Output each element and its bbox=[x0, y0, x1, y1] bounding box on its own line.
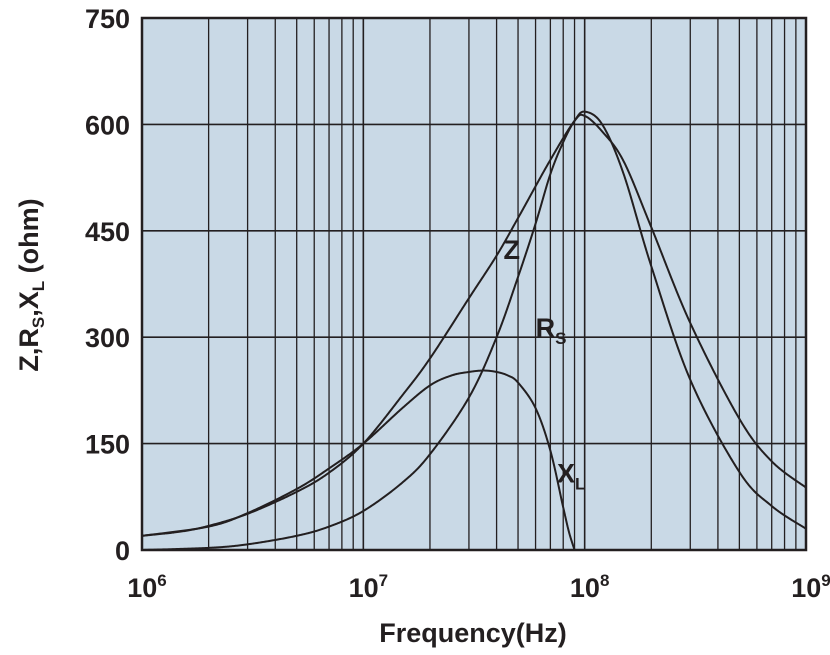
series-point bbox=[805, 487, 807, 489]
series-point bbox=[496, 336, 498, 338]
series-point bbox=[451, 375, 453, 377]
y-tick-label: 600 bbox=[85, 110, 130, 140]
x-tick-label: 107 bbox=[349, 571, 389, 603]
series-point bbox=[496, 255, 498, 257]
series-point bbox=[739, 418, 741, 420]
y-tick-label: 0 bbox=[115, 536, 130, 566]
x-tick-label: 108 bbox=[570, 571, 610, 603]
x-tick-label: 109 bbox=[791, 571, 830, 603]
series-point bbox=[562, 141, 564, 143]
series-point bbox=[402, 395, 404, 397]
series-point bbox=[468, 397, 470, 399]
series-point bbox=[623, 160, 625, 162]
plot-frame bbox=[140, 16, 808, 552]
series-point bbox=[623, 173, 625, 175]
series-point bbox=[517, 217, 519, 219]
series-line-rs bbox=[141, 110, 807, 551]
y-tick-labels: 0 150 300 450 600 750 bbox=[85, 4, 130, 566]
series-point bbox=[601, 124, 603, 126]
series-point bbox=[550, 159, 552, 161]
series-point bbox=[535, 223, 537, 225]
y-axis-title-unit: (ohm) bbox=[14, 198, 44, 280]
plot-background bbox=[142, 18, 806, 550]
series-point bbox=[507, 375, 509, 377]
series-point bbox=[562, 507, 564, 509]
series-point bbox=[328, 472, 330, 474]
series-point bbox=[402, 407, 404, 409]
series-point bbox=[429, 358, 431, 360]
x-tick-label: 106 bbox=[127, 571, 167, 603]
series-point bbox=[141, 535, 143, 537]
series-point bbox=[574, 120, 576, 122]
series-point bbox=[584, 115, 586, 117]
series-point bbox=[247, 544, 249, 546]
series-point bbox=[402, 482, 404, 484]
series-point bbox=[650, 265, 652, 267]
series-point bbox=[535, 407, 537, 409]
series-point bbox=[496, 371, 498, 373]
y-tick-label: 300 bbox=[85, 323, 130, 353]
series-point bbox=[328, 526, 330, 528]
series-point bbox=[208, 547, 210, 549]
series-layer bbox=[141, 110, 807, 551]
series-point bbox=[550, 173, 552, 175]
series-point bbox=[468, 297, 470, 299]
y-axis-title: Z,RS,XL (ohm) bbox=[14, 198, 48, 371]
series-point bbox=[363, 510, 365, 512]
series-point bbox=[689, 322, 691, 324]
series-point bbox=[141, 549, 143, 551]
curve-label: XL bbox=[557, 459, 585, 494]
y-tick-label: 750 bbox=[85, 4, 130, 34]
series-point bbox=[601, 131, 603, 133]
series-point bbox=[429, 453, 431, 455]
y-axis-title-xl-sub: L bbox=[29, 281, 48, 291]
y-axis-title-rs-sub: S bbox=[29, 317, 48, 328]
series-point bbox=[296, 491, 298, 493]
series-point bbox=[208, 526, 210, 528]
series-point bbox=[468, 371, 470, 373]
series-point bbox=[517, 276, 519, 278]
y-tick-label: 150 bbox=[85, 430, 130, 460]
series-point bbox=[568, 531, 570, 533]
x-axis-title: Frequency(Hz) bbox=[379, 618, 567, 648]
series-point bbox=[739, 471, 741, 473]
series-point bbox=[805, 528, 807, 530]
series-point bbox=[363, 443, 365, 445]
series-point bbox=[574, 549, 576, 551]
series-point bbox=[429, 385, 431, 387]
series-point bbox=[296, 535, 298, 537]
series-point bbox=[550, 450, 552, 452]
series-point bbox=[771, 461, 773, 463]
y-axis-title-prefix: Z,R bbox=[14, 328, 44, 372]
curve-label: RS bbox=[536, 313, 567, 348]
series-line-z bbox=[141, 113, 807, 537]
series-point bbox=[650, 226, 652, 228]
series-point bbox=[328, 468, 330, 470]
y-axis-title-mid: ,X bbox=[14, 291, 44, 317]
series-point bbox=[247, 512, 249, 514]
series-point bbox=[584, 111, 586, 113]
series-line-xl bbox=[141, 369, 576, 551]
y-tick-label: 450 bbox=[85, 217, 130, 247]
curve-labels: Z RS XL bbox=[504, 235, 586, 493]
series-point bbox=[771, 505, 773, 507]
series-point bbox=[483, 370, 485, 372]
series-point bbox=[689, 379, 691, 381]
curve-label: Z bbox=[504, 235, 521, 265]
series-point bbox=[517, 382, 519, 384]
x-tick-labels: 106 107 108 109 bbox=[127, 571, 830, 603]
series-point bbox=[296, 488, 298, 490]
